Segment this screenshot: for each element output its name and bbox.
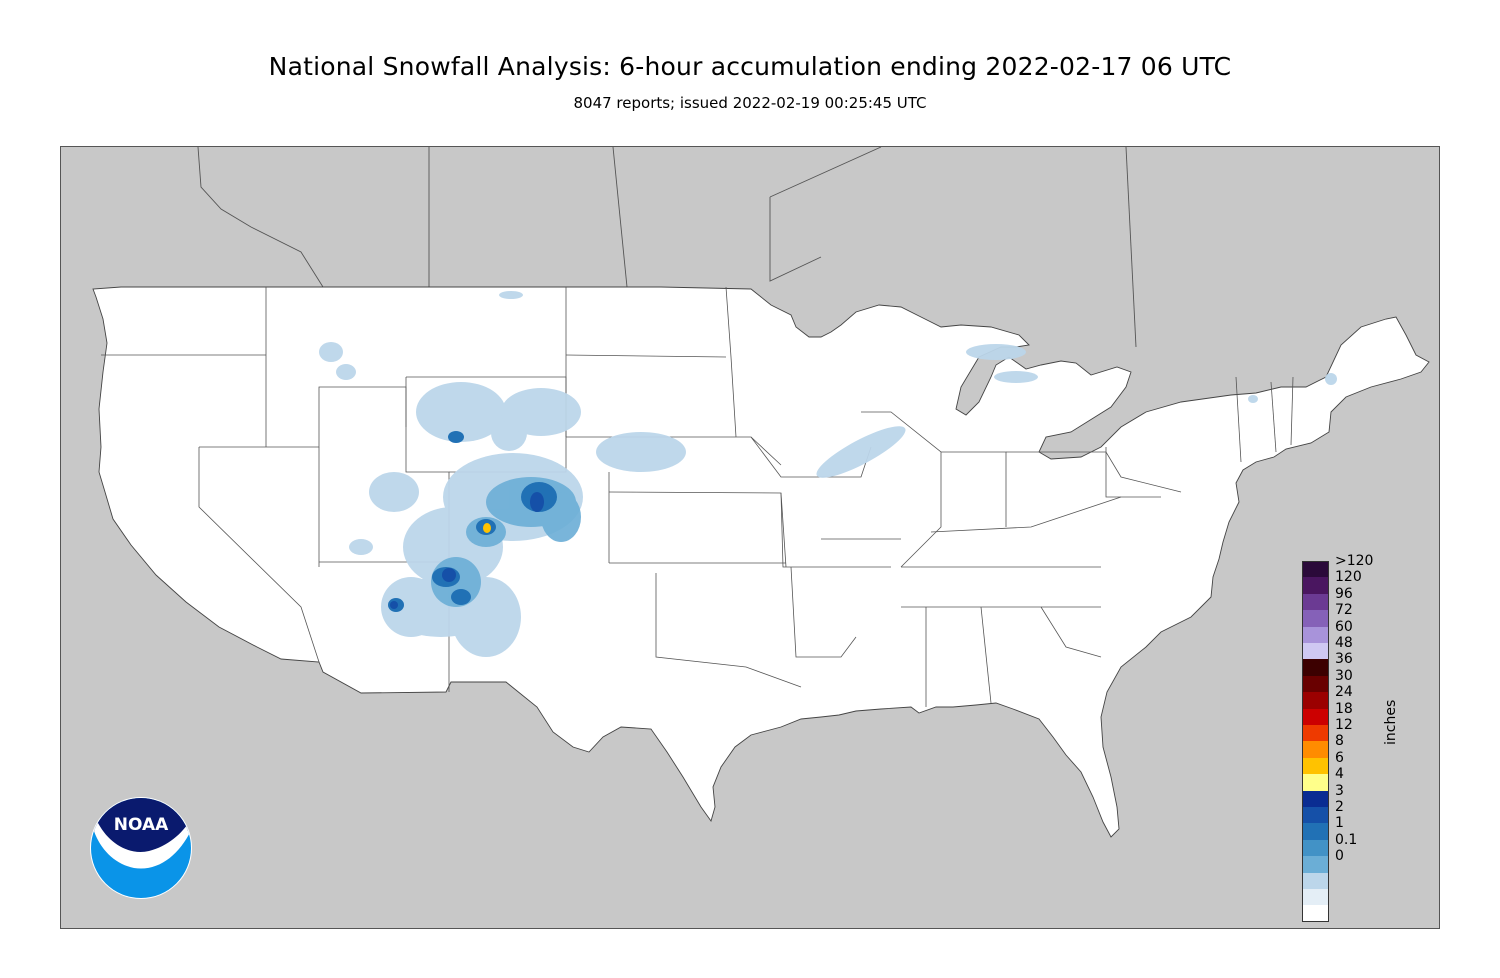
legend-label: 4 [1335,766,1344,783]
noaa-logo: NOAA [90,797,192,899]
legend-row: 30 [1302,668,1462,693]
legend-label: 60 [1335,618,1353,635]
legend-swatch [1302,675,1329,693]
legend-row: 60 [1302,619,1462,643]
legend-label: 24 [1335,684,1353,701]
legend-row: 48 [1302,635,1462,660]
legend-row: 24 [1302,684,1462,709]
legend-row: 2 [1302,799,1462,824]
legend-swatch [1302,790,1329,807]
legend-swatch [1302,807,1329,824]
legend-swatch [1302,889,1329,906]
legend-label: 72 [1335,602,1353,619]
legend-swatch [1302,872,1329,889]
legend-row: 1 [1302,815,1462,840]
legend-swatch [1302,856,1329,873]
legend-label: 48 [1335,635,1353,651]
logo-text: NOAA [114,815,169,835]
page-title: National Snowfall Analysis: 6-hour accum… [268,52,1232,81]
foreign-borders [197,147,1137,348]
legend-swatch [1302,774,1329,791]
legend-swatch [1302,708,1329,725]
legend-row [1302,872,1462,889]
legend-row: 3 [1302,783,1462,807]
legend-swatch [1302,741,1329,758]
legend-label: 1 [1335,815,1344,832]
noaa-bird-icon [93,814,191,869]
legend-label: 8 [1335,733,1344,750]
legend-row: 72 [1302,602,1462,627]
map-canvas [92,147,1430,838]
legend-label: 0.1 [1335,831,1358,848]
legend-swatch [1302,659,1329,676]
legend-row [1302,905,1462,922]
legend-swatch [1302,823,1329,840]
legend-swatch [1302,905,1329,922]
legend-swatch [1302,561,1329,578]
legend-label: 36 [1335,651,1353,668]
legend-row: 8 [1302,733,1462,758]
legend-label: 18 [1335,700,1353,717]
legend-label: 3 [1335,782,1344,799]
legend-swatch [1302,610,1329,627]
legend-swatch [1302,643,1329,660]
legend-swatch [1302,577,1329,594]
legend-swatch [1302,692,1329,709]
legend-unit-label: inches [1383,699,1399,745]
legend-row: 120 [1302,569,1462,594]
snowfall-shading [319,291,1337,657]
legend-row: 6 [1302,750,1462,775]
legend-row: 36 [1302,651,1462,676]
legend-swatch [1302,626,1329,643]
legend-swatch [1302,725,1329,742]
legend-row: 0 [1302,848,1462,873]
legend-row: 12 [1302,717,1462,742]
legend-row: 0.1 [1302,832,1462,857]
page-subtitle: 8047 reports; issued 2022-02-19 00:25:45… [573,94,927,112]
legend-label: 120 [1335,569,1362,586]
legend-label: 2 [1335,799,1344,815]
legend-label: 0 [1335,848,1344,865]
legend-row: 96 [1302,586,1462,611]
legend-label: >120 [1335,553,1374,569]
legend-row: 18 [1302,701,1462,725]
us-landmass [92,286,1430,838]
legend-label: 96 [1335,585,1353,602]
legend-label: 6 [1335,749,1344,766]
legend-row [1302,889,1462,906]
legend-swatch [1302,839,1329,857]
legend-label: 12 [1335,717,1353,733]
snowfall-map [60,146,1440,929]
legend-swatch [1302,757,1329,775]
logo-top [91,798,191,853]
legend-row: 4 [1302,766,1462,791]
legend-row: >120 [1302,553,1462,578]
legend-swatch [1302,593,1329,611]
legend-label: 30 [1335,667,1353,684]
